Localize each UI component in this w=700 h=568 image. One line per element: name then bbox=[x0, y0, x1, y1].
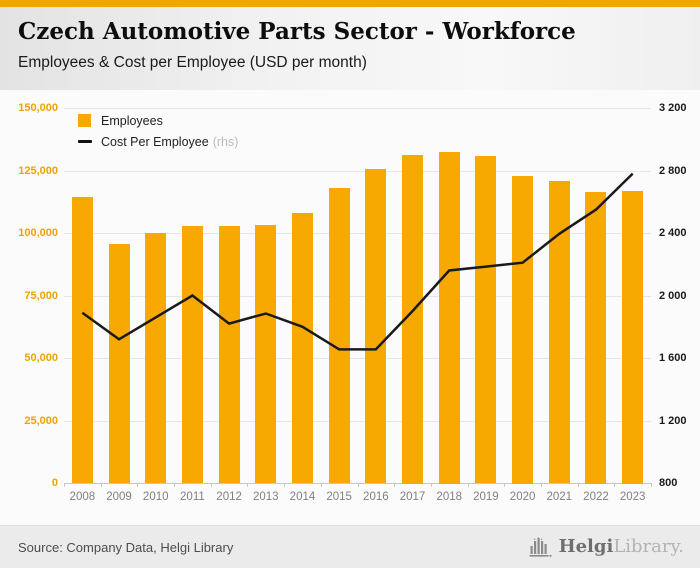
x-axis-tick bbox=[541, 483, 542, 487]
right-axis-tick-label: 2 000 bbox=[659, 289, 687, 302]
employees-bar-2020 bbox=[512, 176, 533, 484]
grid-line bbox=[64, 108, 651, 109]
x-axis-tick bbox=[137, 483, 138, 487]
x-axis-tick bbox=[211, 483, 212, 487]
x-axis-year-label: 2017 bbox=[399, 491, 426, 503]
x-axis-year-label: 2018 bbox=[436, 491, 463, 503]
accent-top-bar bbox=[0, 0, 700, 7]
grid-line bbox=[64, 358, 651, 359]
left-axis-tick-label: 100,000 bbox=[18, 227, 58, 239]
chart-legend: Employees Cost Per Employee (rhs) bbox=[78, 110, 238, 152]
employees-bar-2008 bbox=[72, 197, 93, 483]
x-axis-tick bbox=[174, 483, 175, 487]
x-axis-year-label: 2012 bbox=[216, 491, 242, 503]
employees-bar-2023 bbox=[622, 191, 643, 484]
x-axis-tick bbox=[578, 483, 579, 487]
x-axis-tick bbox=[614, 483, 615, 487]
employees-bar-2015 bbox=[329, 188, 350, 483]
employees-bar-2021 bbox=[549, 181, 570, 483]
x-axis-tick bbox=[651, 483, 652, 487]
x-axis-year-label: 2020 bbox=[509, 491, 536, 503]
page-subtitle: Employees & Cost per Employee (USD per m… bbox=[18, 54, 367, 71]
employees-bar-2018 bbox=[439, 152, 460, 484]
x-axis-year-label: 2015 bbox=[326, 491, 352, 503]
x-axis-year-label: 2023 bbox=[619, 491, 646, 503]
legend-cost-label: Cost Per Employee bbox=[101, 134, 209, 149]
x-axis-year-label: 2009 bbox=[106, 491, 132, 503]
x-axis-line bbox=[64, 483, 651, 484]
helgi-library-logo[interactable]: Helgi Library. bbox=[529, 536, 684, 558]
left-axis-tick-label: 150,000 bbox=[18, 102, 58, 114]
employees-bar-2013 bbox=[255, 225, 276, 483]
employees-bar-2014 bbox=[292, 213, 313, 483]
x-axis-year-label: 2021 bbox=[546, 491, 573, 503]
x-axis-year-label: 2011 bbox=[180, 491, 205, 503]
logo-text-helgi: Helgi bbox=[558, 536, 614, 557]
source-text: Source: Company Data, Helgi Library bbox=[18, 539, 234, 555]
x-axis-tick bbox=[394, 483, 395, 487]
legend-item-employees: Employees bbox=[78, 110, 238, 131]
x-axis-tick bbox=[64, 483, 65, 487]
x-axis-year-label: 2008 bbox=[69, 491, 96, 503]
x-axis-tick bbox=[468, 483, 469, 487]
helgi-castle-icon bbox=[529, 536, 553, 558]
left-axis-tick-label: 75,000 bbox=[24, 289, 58, 302]
right-axis-tick-label: 2 800 bbox=[659, 164, 687, 177]
x-axis-year-label: 2014 bbox=[289, 491, 316, 503]
employees-bar-2019 bbox=[475, 156, 496, 483]
x-axis-tick bbox=[247, 483, 248, 487]
right-axis-tick-label: 2 400 bbox=[659, 227, 687, 239]
x-axis-tick bbox=[431, 483, 432, 487]
x-axis-year-label: 2016 bbox=[363, 491, 389, 503]
employees-bar-2011 bbox=[182, 226, 203, 483]
logo-text-library: Library. bbox=[613, 536, 684, 557]
legend-rhs-label: (rhs) bbox=[212, 134, 239, 149]
employees-bar-2012 bbox=[219, 226, 240, 483]
left-axis-tick-label: 25,000 bbox=[24, 414, 58, 427]
x-axis-tick bbox=[101, 483, 102, 487]
employees-bar-2016 bbox=[365, 169, 386, 483]
right-axis-tick-label: 800 bbox=[659, 477, 678, 489]
employees-bar-2022 bbox=[585, 192, 606, 484]
right-axis-tick-label: 1 200 bbox=[659, 414, 687, 427]
grid-line bbox=[64, 171, 651, 172]
chart-footer: Source: Company Data, Helgi Library Helg… bbox=[0, 525, 700, 568]
x-axis-tick bbox=[504, 483, 505, 487]
x-axis-tick bbox=[321, 483, 322, 487]
left-axis-tick-label: 0 bbox=[51, 477, 58, 489]
employees-bar-2009 bbox=[109, 244, 130, 483]
left-axis-tick-label: 125,000 bbox=[18, 164, 58, 177]
cost-line-swatch-icon bbox=[78, 140, 92, 143]
x-axis-year-label: 2022 bbox=[583, 491, 609, 503]
page-title: Czech Automotive Parts Sector - Workforc… bbox=[18, 18, 576, 45]
right-axis-tick-label: 3 200 bbox=[659, 102, 687, 114]
right-axis-tick-label: 1 600 bbox=[659, 352, 687, 364]
legend-employees-label: Employees bbox=[101, 113, 163, 128]
x-axis-year-label: 2013 bbox=[252, 491, 279, 503]
employees-bar-2017 bbox=[402, 155, 423, 484]
legend-item-cost: Cost Per Employee (rhs) bbox=[78, 131, 238, 152]
x-axis-year-label: 2019 bbox=[473, 491, 499, 503]
chart-header: Czech Automotive Parts Sector - Workforc… bbox=[0, 7, 700, 90]
x-axis-year-label: 2010 bbox=[142, 491, 169, 503]
x-axis-tick bbox=[358, 483, 359, 487]
employees-bar-2010 bbox=[145, 233, 166, 483]
grid-line bbox=[64, 421, 651, 422]
chart-canvas: Employees Cost Per Employee (rhs) 150,00… bbox=[0, 90, 700, 525]
x-axis-tick bbox=[284, 483, 285, 487]
left-axis-tick-label: 50,000 bbox=[24, 352, 58, 364]
employees-swatch-icon bbox=[78, 114, 91, 127]
